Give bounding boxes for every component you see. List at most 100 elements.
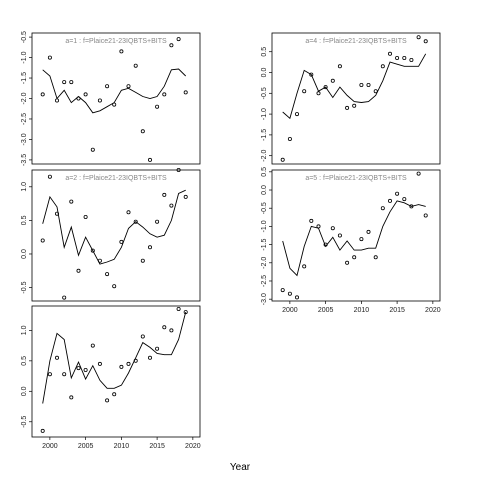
observed-point	[287, 291, 292, 296]
observed-point	[380, 64, 385, 69]
y-tick-label: 0.0	[261, 68, 268, 78]
observed-point	[402, 56, 407, 61]
y-tick-label: -3.0	[21, 133, 28, 145]
observed-point	[280, 288, 285, 293]
observed-point	[373, 89, 378, 94]
y-tick-label: 0.5	[21, 215, 28, 225]
observed-point	[183, 194, 188, 199]
observed-point	[83, 214, 88, 219]
observed-point	[55, 211, 60, 216]
observed-point	[133, 358, 138, 363]
observed-point	[55, 98, 60, 103]
observed-point	[162, 192, 167, 197]
y-tick-label: -0.5	[261, 87, 268, 99]
observed-point	[105, 272, 110, 277]
observed-point	[133, 219, 138, 224]
x-tick-label: 2015	[149, 443, 165, 450]
observed-point	[69, 395, 74, 400]
y-tick-label: -2.0	[21, 92, 28, 104]
observed-point	[126, 361, 131, 366]
observed-point	[345, 105, 350, 110]
x-tick-label: 2015	[389, 307, 405, 314]
panel-4: a=4 : f=Plaice21-23IQBTS+BITS -2.0 -1.5 -1.…	[261, 32, 441, 165]
panel-title: a=2 : f=Plaice21-23IQBTS+BITS	[65, 175, 167, 182]
observed-point	[40, 92, 45, 97]
observed-point	[83, 367, 88, 372]
y-tick-label: 0.0	[261, 185, 268, 195]
observed-point	[287, 136, 292, 141]
observed-point	[337, 233, 342, 238]
observed-point	[62, 372, 67, 377]
observed-point	[105, 84, 110, 89]
y-tick-label: -0.5	[21, 416, 28, 428]
x-tick-label: 2000	[42, 443, 58, 450]
observed-point	[323, 242, 328, 247]
observed-point	[76, 268, 81, 273]
y-tick-label: -1.5	[21, 72, 28, 84]
observed-point	[280, 157, 285, 162]
observed-point	[366, 83, 371, 88]
observed-point	[330, 226, 335, 231]
observed-point	[423, 39, 428, 44]
observed-point	[162, 92, 167, 97]
observed-point	[176, 306, 181, 311]
observed-point	[147, 355, 152, 360]
panel-title: a=1 : f=Plaice21-23IQBTS+BITS	[65, 38, 167, 45]
fitted-line	[42, 311, 187, 404]
panel-3: -0.5 0.0 0.5 1.0 2000 2005 2010 2015 2020	[21, 305, 201, 450]
panel-2: a=2 : f=Plaice21-23IQBTS+BITS -0.5 0.0 0.5 1…	[21, 167, 201, 302]
x-tick-label: 2010	[114, 443, 130, 450]
observed-point	[105, 398, 110, 403]
observed-point	[126, 210, 131, 215]
observed-point	[140, 334, 145, 339]
observed-point	[169, 328, 174, 333]
observed-point	[140, 129, 145, 134]
observed-point	[40, 238, 45, 243]
observed-point	[316, 91, 321, 96]
observed-point	[126, 84, 131, 89]
observed-point	[162, 325, 167, 330]
y-tick-label: 0.5	[261, 167, 268, 177]
observed-point	[97, 258, 102, 263]
observed-point	[155, 346, 160, 351]
observed-point	[302, 89, 307, 94]
observed-point	[345, 260, 350, 265]
x-tick-label: 2000	[282, 307, 298, 314]
y-tick-label: -0.5	[21, 281, 28, 293]
observed-point	[112, 284, 117, 289]
fitted-line	[282, 200, 426, 277]
observed-point	[373, 255, 378, 260]
observed-point	[423, 213, 428, 218]
observed-point	[147, 245, 152, 250]
x-tick-label: 2010	[354, 307, 370, 314]
observed-point	[40, 428, 45, 433]
x-axis-label: Year	[230, 462, 251, 473]
observed-point	[169, 43, 174, 48]
observed-point	[119, 49, 124, 54]
observed-point	[395, 56, 400, 61]
panel-frame	[31, 169, 201, 302]
y-tick-label: -2.0	[261, 257, 268, 269]
observed-point	[69, 199, 74, 204]
observed-point	[416, 35, 421, 40]
observed-point	[155, 219, 160, 224]
y-tick-label: -3.5	[21, 154, 28, 166]
observed-point	[47, 174, 52, 179]
observed-point	[387, 51, 392, 56]
y-tick-label: 0.5	[261, 47, 268, 57]
observed-point	[359, 237, 364, 242]
panel-1: a=1 : f=Plaice21-23IQBTS+BITS -3.5 -3.0 -2.…	[21, 31, 201, 166]
observed-point	[409, 204, 414, 209]
fitted-line	[42, 189, 186, 265]
observed-point	[409, 58, 414, 63]
observed-point	[140, 258, 145, 263]
observed-point	[119, 364, 124, 369]
observed-point	[416, 171, 421, 176]
y-tick-label: 1.0	[21, 182, 28, 192]
observed-point	[387, 198, 392, 203]
observed-point	[352, 255, 357, 260]
y-tick-label: -0.5	[261, 202, 268, 214]
observed-point	[119, 239, 124, 244]
y-tick-label: -1.0	[261, 108, 268, 120]
